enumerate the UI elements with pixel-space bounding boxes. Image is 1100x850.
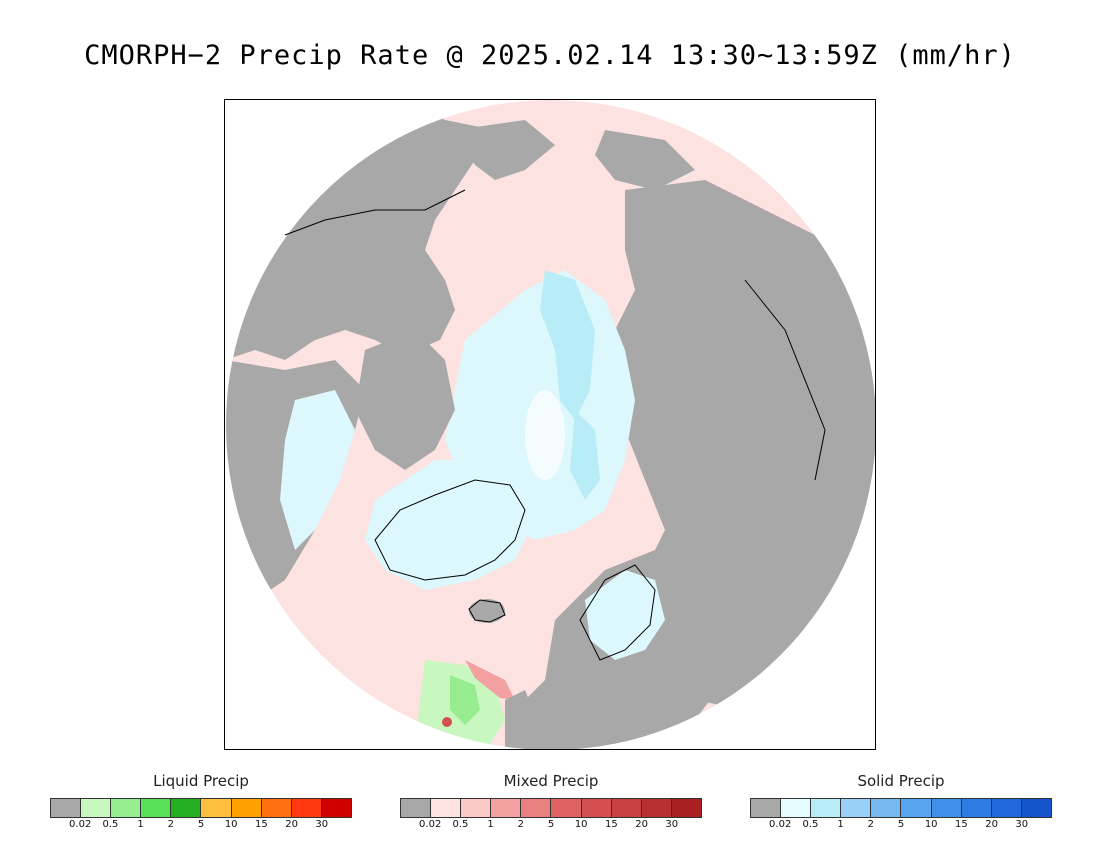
legend-title: Liquid Precip	[153, 772, 249, 790]
legend-tick-label: 1	[487, 819, 494, 830]
legend-swatch	[521, 799, 552, 817]
legend-swatch	[491, 799, 522, 817]
legend-swatch	[551, 799, 582, 817]
legend-swatch	[811, 799, 842, 817]
legend-swatch	[991, 799, 1022, 817]
coast-iceland	[468, 599, 506, 623]
coast-scandinavia	[579, 564, 656, 661]
legend-bar	[750, 798, 1052, 818]
legend-tick-label: 20	[635, 819, 648, 830]
legend-tick-label: 20	[285, 819, 298, 830]
legend-swatch	[321, 799, 351, 817]
legend-tick-label: 5	[897, 819, 905, 830]
legend-tick-label: 10	[574, 819, 588, 830]
land-chukotka	[455, 120, 555, 180]
legend-ticks: 0.02 0.5 1 2 5 10 15 20 30	[750, 819, 1052, 833]
legend-swatch	[431, 799, 462, 817]
legend-tick-label: 30	[665, 819, 679, 830]
legend-bar	[50, 798, 352, 818]
legend-swatch	[931, 799, 962, 817]
snow-greenland	[365, 460, 535, 590]
legend-tick-label: 0.5	[452, 819, 469, 830]
legend-tick-label: 15	[955, 819, 968, 830]
legend-swatch	[201, 799, 232, 817]
legend-bar	[400, 798, 702, 818]
legend-tick-label: 0.5	[802, 819, 819, 830]
map-svg	[226, 100, 875, 749]
legend-mixed: Mixed Precip 0.02 0.5 1 2 5 10 15 20 30	[400, 770, 702, 833]
snow-scandinavia	[585, 570, 665, 660]
map-title: CMORPH−2 Precip Rate @ 2025.02.14 13:30~…	[84, 40, 1016, 71]
legend-tick-label: 2	[867, 819, 874, 830]
legend-swatch	[581, 799, 612, 817]
legend-swatch	[611, 799, 642, 817]
legend-swatch	[461, 799, 492, 817]
legend-swatch	[231, 799, 262, 817]
legend-swatch	[751, 799, 782, 817]
legend-swatch	[81, 799, 112, 817]
legend-swatch	[841, 799, 872, 817]
legend-tick-label: 1	[837, 819, 844, 830]
land-uk	[505, 690, 537, 749]
legend-tick-label: 1	[137, 819, 144, 830]
coast-siberia	[284, 189, 466, 236]
legend-swatch	[291, 799, 322, 817]
mixed-atlantic-streak	[465, 660, 515, 700]
legend-tick-label: 20	[985, 819, 998, 830]
coastlines	[284, 189, 826, 661]
legend-solid: Solid Precip 0.02 0.5 1 2 5 10 15 20 30	[750, 770, 1052, 833]
legend-tick-label: 0.02	[419, 819, 442, 830]
legend-swatch	[781, 799, 812, 817]
mixed-atlantic-spot	[442, 717, 452, 727]
land-iceland	[469, 599, 505, 623]
solid-band-2	[570, 410, 600, 500]
legend-title: Mixed Precip	[503, 772, 599, 790]
legend-swatch	[671, 799, 701, 817]
legend-tick-label: 0.5	[102, 819, 119, 830]
legend-tick-label: 2	[167, 819, 174, 830]
legend-tick-label: 30	[315, 819, 329, 830]
legend-swatch	[141, 799, 172, 817]
polar-precip-map	[224, 99, 876, 750]
legend-title: Solid Precip	[857, 772, 945, 790]
legend-ticks: 0.02 0.5 1 2 5 10 15 20 30	[400, 819, 702, 833]
legend-tick-label: 10	[924, 819, 938, 830]
legend-tick-label: 10	[224, 819, 238, 830]
land-archipelago	[355, 330, 455, 470]
solid-band-1	[540, 270, 595, 420]
liquid-atlantic-core	[450, 675, 480, 725]
coast-greenland	[374, 479, 526, 581]
legend-swatch	[961, 799, 992, 817]
legend-swatch	[261, 799, 292, 817]
legend-swatch	[641, 799, 672, 817]
legend-swatch	[871, 799, 902, 817]
legend-tick-label: 15	[605, 819, 618, 830]
legend-tick-label: 0.02	[69, 819, 92, 830]
legend-liquid: Liquid Precip 0.02 0.5 1 2 5 10 15 20 30	[50, 770, 352, 833]
land-alaska-north	[595, 130, 695, 190]
legend-swatch	[111, 799, 142, 817]
legend-swatch	[901, 799, 932, 817]
legend-tick-label: 0.02	[769, 819, 792, 830]
legend-tick-label: 30	[1015, 819, 1029, 830]
legend-ticks: 0.02 0.5 1 2 5 10 15 20 30	[50, 819, 352, 833]
coast-hudson	[744, 279, 826, 481]
legend-tick-label: 5	[197, 819, 205, 830]
snow-canada-west	[280, 390, 355, 550]
pole-white	[525, 390, 565, 480]
legend-swatch	[171, 799, 202, 817]
legend-swatch	[1021, 799, 1051, 817]
legend-swatch	[51, 799, 82, 817]
legend-tick-label: 2	[517, 819, 524, 830]
legend-swatch	[401, 799, 432, 817]
legend-tick-label: 5	[547, 819, 555, 830]
legend-tick-label: 15	[255, 819, 268, 830]
